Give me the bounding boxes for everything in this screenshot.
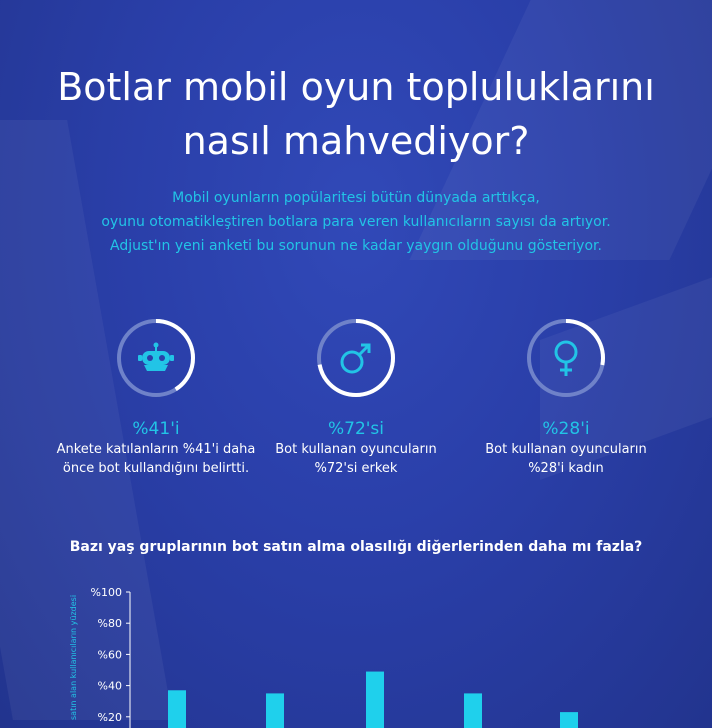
bar	[168, 690, 186, 728]
title-line-1: Botlar mobil oyun topluluklarını	[57, 65, 655, 109]
chart-title: Bazı yaş gruplarının bot satın alma olas…	[69, 539, 643, 555]
y-tick-label: %60	[98, 648, 122, 661]
y-tick-label: %100	[91, 586, 122, 599]
bar	[366, 671, 384, 728]
male-icon	[340, 343, 371, 374]
female-icon	[554, 340, 578, 376]
title-line-2: nasıl mahvediyor?	[182, 119, 530, 163]
stat-percent: %72'si	[327, 419, 385, 439]
stat-male: %72'si Bot kullanan oyuncuların %72'si e…	[246, 318, 466, 478]
progress-ring	[116, 318, 196, 398]
ring-graphic	[527, 319, 605, 397]
stat-description-line-2: önce bot kullandığını belirtti.	[62, 461, 250, 476]
intro-line-3: Adjust'ın yeni anketi bu sorunun ne kada…	[110, 238, 602, 254]
page-title: Botlar mobil oyun topluluklarını nasıl m…	[0, 60, 712, 168]
bar-chart: %100 %80 %60 %40 %20 satın alan kullanıcıları…	[69, 586, 578, 728]
stat-description-line-1: Bot kullanan oyuncuların	[275, 442, 437, 457]
ring-graphic	[317, 319, 395, 397]
intro-text: Mobil oyunların popülaritesi bütün dünya…	[0, 186, 712, 258]
bar	[266, 693, 284, 728]
y-tick-label: %80	[98, 617, 122, 630]
stat-description-line-1: Bot kullanan oyuncuların	[485, 442, 647, 457]
intro-line-2: oyunu otomatikleştiren botlara para vere…	[101, 214, 611, 230]
stat-description-line-2: %72'si erkek	[314, 461, 398, 476]
ring-graphic	[117, 319, 195, 397]
y-axis-label: satın alan kullanıcıların yüzdesi	[69, 595, 78, 720]
stat-bot-usage: %41'i Ankete katılanların %41'i daha önc…	[46, 318, 266, 478]
bar	[464, 693, 482, 728]
intro-line-1: Mobil oyunların popülaritesi bütün dünya…	[172, 190, 540, 206]
bar	[560, 712, 578, 728]
robot-icon	[138, 342, 174, 371]
y-tick-label: %20	[98, 711, 122, 724]
progress-ring	[526, 318, 606, 398]
stat-percent: %41'i	[132, 419, 180, 439]
stat-description-line-1: Ankete katılanların %41'i daha	[56, 442, 256, 457]
stat-percent: %28'i	[542, 419, 590, 439]
progress-ring	[316, 318, 396, 398]
y-tick-label: %40	[98, 680, 122, 693]
stat-description-line-2: %28'i kadın	[528, 461, 604, 476]
stat-female: %28'i Bot kullanan oyuncuların %28'i kad…	[456, 318, 676, 478]
